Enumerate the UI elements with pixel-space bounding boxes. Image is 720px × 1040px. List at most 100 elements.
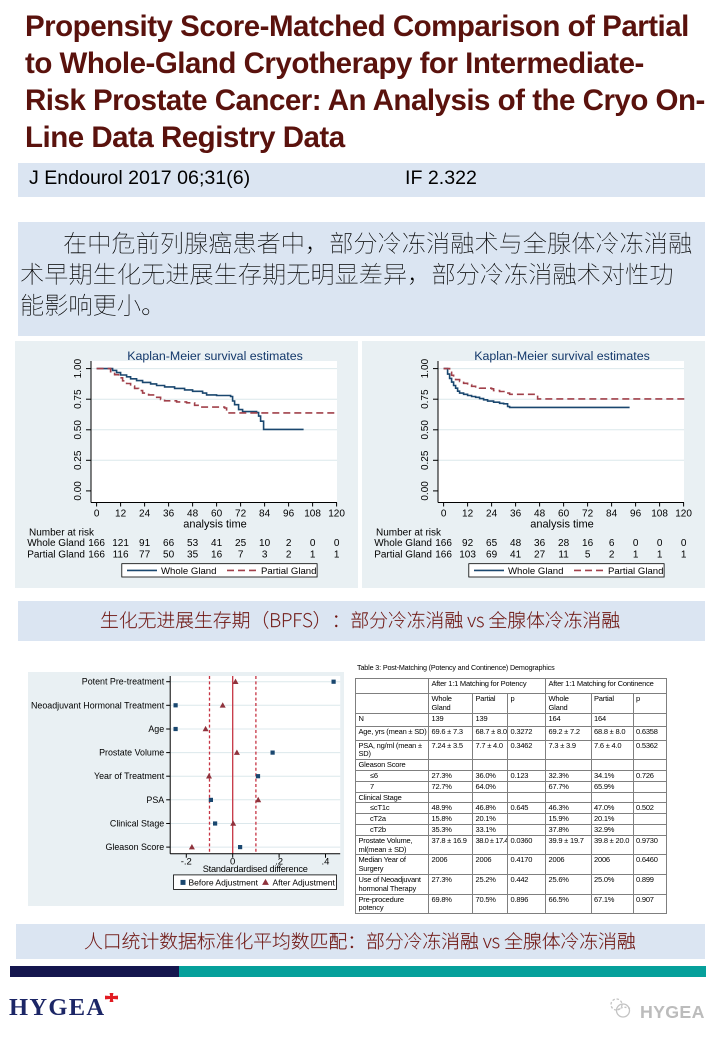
svg-text:0.00: 0.00 — [73, 481, 84, 501]
svg-text:48: 48 — [187, 509, 199, 520]
svg-text:116: 116 — [113, 549, 129, 560]
svg-text:66: 66 — [163, 538, 175, 549]
svg-text:Standardardised difference: Standardardised difference — [203, 864, 308, 874]
svg-text:0: 0 — [94, 509, 100, 520]
svg-text:0: 0 — [681, 538, 687, 549]
svg-text:92: 92 — [462, 538, 474, 549]
svg-text:72: 72 — [235, 509, 247, 520]
svg-text:166: 166 — [88, 549, 105, 560]
svg-text:108: 108 — [304, 509, 321, 520]
svg-text:2: 2 — [286, 549, 292, 560]
svg-text:12: 12 — [462, 509, 474, 520]
svg-text:11: 11 — [558, 549, 569, 560]
svg-text:48: 48 — [534, 509, 546, 520]
svg-text:0: 0 — [334, 538, 340, 549]
svg-text:50: 50 — [163, 549, 175, 560]
svg-text:96: 96 — [630, 509, 642, 520]
svg-text:analysis time: analysis time — [183, 519, 247, 531]
svg-text:41: 41 — [211, 538, 223, 549]
svg-text:12: 12 — [115, 509, 127, 520]
svg-text:69: 69 — [486, 549, 498, 560]
svg-text:Kaplan-Meier survival estimate: Kaplan-Meier survival estimates — [127, 349, 303, 363]
svg-text:1.00: 1.00 — [420, 358, 431, 378]
svg-text:0: 0 — [657, 538, 663, 549]
svg-text:25: 25 — [235, 538, 247, 549]
svg-text:108: 108 — [651, 509, 668, 520]
svg-text:2: 2 — [286, 538, 292, 549]
svg-text:analysis time: analysis time — [530, 519, 594, 531]
svg-text:Neoadjuvant Hormonal Treatment: Neoadjuvant Hormonal Treatment — [31, 700, 165, 710]
svg-text:0.50: 0.50 — [73, 420, 84, 440]
svg-text:27: 27 — [534, 549, 546, 560]
svg-text:1.00: 1.00 — [73, 358, 84, 378]
svg-text:After Adjustment: After Adjustment — [273, 878, 336, 888]
svg-text:91: 91 — [139, 538, 151, 549]
svg-text:Before Adjustment: Before Adjustment — [189, 878, 259, 888]
svg-text:0.25: 0.25 — [420, 450, 431, 470]
svg-text:0.75: 0.75 — [420, 389, 431, 409]
svg-text:0: 0 — [441, 509, 447, 520]
svg-text:Whole Gland: Whole Gland — [27, 538, 85, 549]
svg-text:Whole Gland: Whole Gland — [161, 566, 216, 577]
svg-text:24: 24 — [486, 509, 498, 520]
svg-text:10: 10 — [259, 538, 271, 549]
svg-text:53: 53 — [187, 538, 199, 549]
svg-text:16: 16 — [582, 538, 594, 549]
svg-text:Number at risk: Number at risk — [376, 528, 442, 539]
svg-text:2: 2 — [609, 549, 615, 560]
svg-text:60: 60 — [211, 509, 223, 520]
svg-text:0: 0 — [230, 857, 235, 868]
svg-text:84: 84 — [606, 509, 618, 520]
svg-text:166: 166 — [435, 549, 452, 560]
svg-text:77: 77 — [139, 549, 151, 560]
svg-text:0: 0 — [633, 538, 639, 549]
svg-text:Whole Gland: Whole Gland — [374, 538, 432, 549]
svg-text:7: 7 — [238, 549, 244, 560]
svg-text:Whole Gland: Whole Gland — [508, 566, 563, 577]
svg-text:.2: .2 — [275, 857, 283, 868]
svg-text:3: 3 — [262, 549, 268, 560]
svg-text:96: 96 — [283, 509, 295, 520]
svg-text:1: 1 — [657, 549, 663, 560]
svg-text:28: 28 — [558, 538, 570, 549]
svg-text:35: 35 — [187, 549, 199, 560]
svg-text:0.25: 0.25 — [73, 450, 84, 470]
svg-text:Potent Pre-treatment: Potent Pre-treatment — [82, 677, 165, 687]
svg-text:6: 6 — [609, 538, 615, 549]
svg-text:5: 5 — [585, 549, 591, 560]
svg-text:36: 36 — [510, 509, 522, 520]
svg-text:166: 166 — [88, 538, 105, 549]
svg-text:121: 121 — [112, 538, 129, 549]
svg-text:16: 16 — [211, 549, 223, 560]
svg-text:Partial Gland: Partial Gland — [374, 549, 432, 560]
svg-text:24: 24 — [139, 509, 151, 520]
svg-text:PSA: PSA — [146, 795, 164, 805]
svg-text:36: 36 — [163, 509, 175, 520]
svg-text:1: 1 — [334, 549, 340, 560]
svg-text:Number at risk: Number at risk — [29, 528, 95, 539]
svg-text:Age: Age — [148, 724, 164, 734]
svg-text:72: 72 — [582, 509, 594, 520]
svg-text:65: 65 — [486, 538, 498, 549]
svg-text:Partial Gland: Partial Gland — [261, 566, 316, 577]
svg-text:Gleason Score: Gleason Score — [105, 842, 164, 852]
svg-text:60: 60 — [558, 509, 570, 520]
svg-text:0: 0 — [310, 538, 316, 549]
svg-text:Prostate Volume: Prostate Volume — [99, 748, 164, 758]
svg-text:120: 120 — [328, 509, 345, 520]
svg-text:-.2: -.2 — [181, 857, 192, 868]
svg-text:Partial Gland: Partial Gland — [608, 566, 663, 577]
svg-text:Clinical Stage: Clinical Stage — [110, 819, 164, 829]
svg-text:103: 103 — [459, 549, 476, 560]
svg-text:Year of Treatment: Year of Treatment — [94, 771, 165, 781]
svg-text:.4: .4 — [322, 857, 330, 868]
svg-text:166: 166 — [435, 538, 452, 549]
svg-text:0.75: 0.75 — [73, 389, 84, 409]
svg-text:1: 1 — [681, 549, 687, 560]
svg-text:Partial Gland: Partial Gland — [27, 549, 85, 560]
svg-text:84: 84 — [259, 509, 271, 520]
svg-text:Kaplan-Meier survival estimate: Kaplan-Meier survival estimates — [474, 349, 650, 363]
svg-text:0.00: 0.00 — [420, 481, 431, 501]
svg-text:36: 36 — [534, 538, 546, 549]
svg-text:0.50: 0.50 — [420, 420, 431, 440]
